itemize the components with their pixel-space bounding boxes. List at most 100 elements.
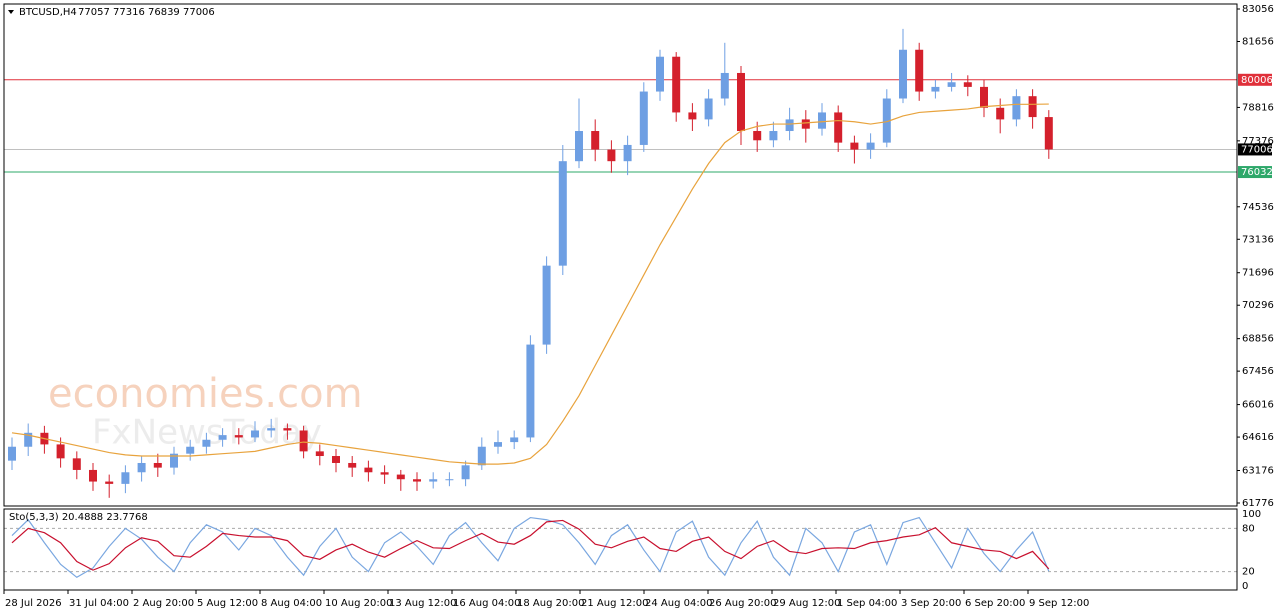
main-frame [3,3,1238,507]
candle-body [866,142,875,150]
candle-body [704,98,713,120]
x-tick-label: 9 Sep 12:00 [1029,598,1089,609]
candle-body [834,112,843,143]
y-tick-label: 67456 [1242,366,1274,377]
indicator-frame [3,508,1238,591]
candle-body [477,446,486,466]
y-tick-label: 61776 [1242,498,1274,509]
x-tick-label: 26 Aug 20:00 [709,598,776,609]
price-level-box [1238,166,1272,179]
candle-body [947,82,956,87]
candle-body [494,442,502,447]
candle-body [429,479,438,482]
candle-body [688,112,697,120]
price-level-label: 77006 [1241,144,1273,155]
candle-body [1028,96,1037,118]
candle-body [639,91,648,145]
candle-body [753,131,762,141]
candle-body [186,446,195,454]
candle-body [396,474,405,480]
x-tick-label: 5 Aug 12:00 [197,598,258,609]
y-tick-label: 77376 [1242,136,1274,147]
x-tick-label: 16 Aug 04:00 [453,598,520,609]
y-tick-label: 71696 [1242,268,1274,279]
candle-body [607,149,616,162]
candle-body [348,462,357,468]
candle-body [737,72,745,132]
price-level-label: 80006 [1241,75,1273,86]
y-tick-label: 74536 [1242,202,1274,213]
candle-body [315,451,324,457]
candle-body [445,479,454,481]
y-tick-label: 63176 [1242,466,1274,477]
y-tick-label: 100 [1242,509,1261,520]
candle-body [137,462,146,473]
candle-body [121,472,130,484]
price-level-label: 76032 [1241,167,1273,178]
candle-body [461,465,470,480]
symbol: BTCUSD,H4 [19,7,77,18]
candle-body [251,430,259,438]
y-tick-label: 64616 [1242,432,1274,443]
x-tick-label: 13 Aug 12:00 [389,598,456,609]
y-tick-label: 78816 [1242,102,1274,113]
candle-body [24,432,33,447]
candle-body [72,458,81,470]
x-tick-label: 2 Aug 20:00 [133,598,194,609]
y-tick-label: 66016 [1242,400,1274,411]
y-tick-label: 70296 [1242,300,1274,311]
price-level-box [1238,143,1272,156]
candle-body [558,161,567,266]
candle-body [769,131,778,141]
price-level-box [1238,73,1272,86]
y-tick-label: 0 [1242,581,1248,592]
candle-body [1012,96,1021,120]
candle-body [850,142,859,150]
candle-body [818,112,826,129]
candle-body [575,131,583,162]
x-tick-label: 3 Sep 20:00 [901,598,961,609]
candle-body [299,430,308,452]
candle-body [591,131,600,150]
candle-body [283,428,292,431]
candle-body [89,469,97,482]
candle-body [234,435,243,438]
x-tick-label: 28 Jul 2026 [5,598,62,609]
candle-body [1044,117,1053,150]
quote: 77057 77316 76839 77006 [78,7,215,18]
candle-body [672,56,681,113]
x-tick-label: 24 Aug 04:00 [645,598,712,609]
candle-body [364,467,373,473]
indicator-title: Sto(5,3,3) 20.4888 23.7768 [9,512,148,523]
candle-body [980,86,988,108]
candle-body [801,119,810,129]
candle-body [56,444,65,459]
candle-body [656,56,664,92]
candle-body [510,437,519,443]
y-tick-label: 83056 [1242,4,1274,15]
candle-body [996,107,1005,120]
candle-body [8,446,16,461]
x-tick-label: 29 Aug 12:00 [773,598,840,609]
series-line [11,519,1050,571]
series-line [11,516,1050,579]
menu-arrow[interactable] [8,10,14,14]
candle-body [332,456,340,463]
x-tick-label: 21 Aug 12:00 [581,598,648,609]
x-tick-label: 18 Aug 20:00 [517,598,584,609]
y-tick-label: 80 [1242,523,1255,534]
candle-body [105,481,114,484]
candle-body [413,479,421,482]
series-line [11,103,1049,465]
x-tick-label: 31 Jul 04:00 [69,598,129,609]
x-tick-label: 8 Aug 04:00 [261,598,322,609]
candle-body [218,435,227,440]
candle-body [267,428,276,431]
y-tick-label: 68856 [1242,334,1274,345]
candle-body [380,472,389,475]
candle-body [623,144,632,162]
candle-body [526,344,535,438]
candle-body [899,49,907,99]
y-tick-label: 81656 [1242,36,1274,47]
